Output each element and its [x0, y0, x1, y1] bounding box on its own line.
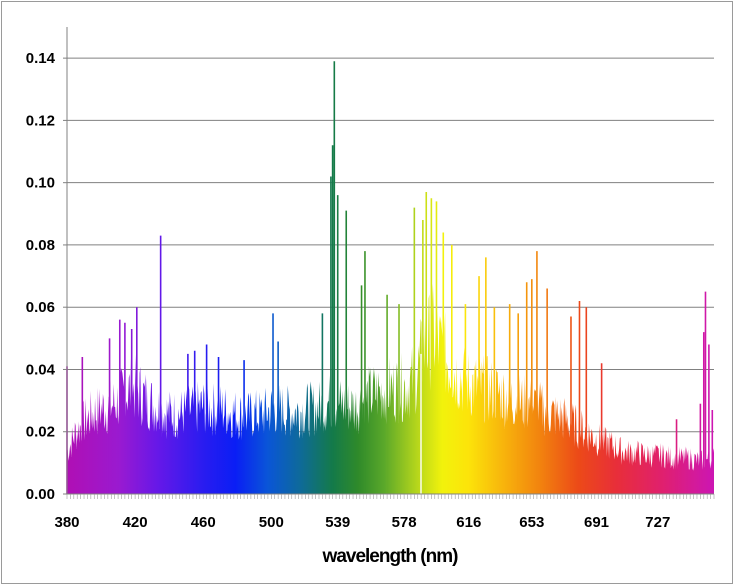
y-tick-label: 0.08 [26, 237, 55, 254]
gridlines [67, 57, 714, 433]
spectrum-area [67, 283, 714, 494]
x-tick-label: 539 [325, 514, 350, 531]
x-tick-label: 653 [519, 514, 544, 531]
plot-area [66, 61, 714, 494]
y-tick-label: 0.02 [26, 424, 55, 441]
x-tick-label: 420 [123, 514, 148, 531]
sodium-notch [420, 353, 422, 494]
y-tick-label: 0.00 [26, 486, 55, 503]
x-tick-label: 380 [54, 514, 79, 531]
y-tick-label: 0.06 [26, 299, 55, 316]
y-tick-label: 0.12 [26, 112, 55, 129]
x-tick-label: 460 [191, 514, 216, 531]
x-tick-label: 578 [392, 514, 417, 531]
y-tick-label: 0.04 [26, 361, 56, 378]
x-tick-label: 691 [584, 514, 609, 531]
x-tick-label: 727 [645, 514, 670, 531]
y-tick-label: 0.10 [26, 175, 55, 192]
x-axis-ticks: 380 420 460 500 539 578 616 653 691 727 [54, 514, 670, 531]
y-axis-ticks: 0.00 0.02 0.04 0.06 0.08 0.10 0.12 0.14 [26, 50, 67, 503]
axes [66, 27, 715, 499]
x-axis-title: wavelength (nm) [322, 546, 459, 567]
y-tick-label: 0.14 [26, 50, 56, 67]
x-tick-label: 616 [456, 514, 481, 531]
x-tick-label: 500 [259, 514, 284, 531]
